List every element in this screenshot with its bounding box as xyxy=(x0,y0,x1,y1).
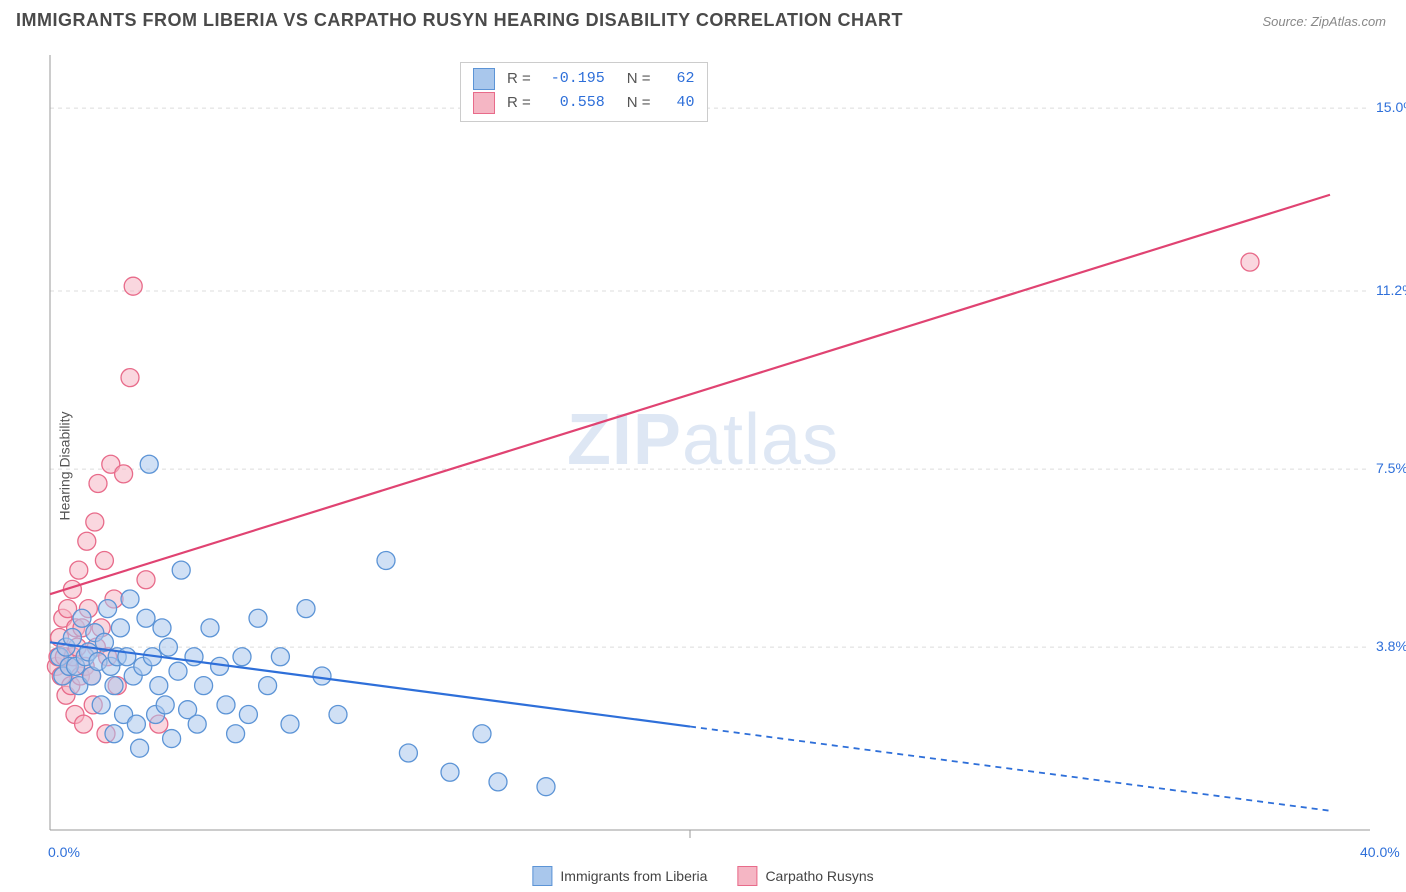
axis-tick-label: 15.0% xyxy=(1376,99,1406,115)
stats-row: R = -0.195 N = 62 xyxy=(473,67,695,91)
legend-swatch xyxy=(737,866,757,886)
legend-label: Immigrants from Liberia xyxy=(560,868,707,884)
axis-tick-label: 40.0% xyxy=(1360,844,1400,860)
legend-label: Carpatho Rusyns xyxy=(765,868,873,884)
y-axis-title: Hearing Disability xyxy=(56,412,72,521)
legend: Immigrants from Liberia Carpatho Rusyns xyxy=(532,866,873,886)
axis-tick-label: 3.8% xyxy=(1376,638,1406,654)
chart-header: IMMIGRANTS FROM LIBERIA VS CARPATHO RUSY… xyxy=(0,0,1406,31)
legend-item: Carpatho Rusyns xyxy=(737,866,873,886)
n-value: 40 xyxy=(659,91,695,115)
stats-row: R = 0.558 N = 40 xyxy=(473,91,695,115)
legend-swatch xyxy=(532,866,552,886)
r-value: -0.195 xyxy=(539,67,605,91)
axis-tick-label: 7.5% xyxy=(1376,460,1406,476)
correlation-stats-box: R = -0.195 N = 62 R = 0.558 N = 40 xyxy=(460,62,708,122)
n-label: N = xyxy=(627,67,651,91)
axis-tick-label: 0.0% xyxy=(48,844,80,860)
r-value: 0.558 xyxy=(539,91,605,115)
n-label: N = xyxy=(627,91,651,115)
chart-source: Source: ZipAtlas.com xyxy=(1262,14,1386,29)
legend-item: Immigrants from Liberia xyxy=(532,866,707,886)
series-swatch xyxy=(473,92,495,114)
axis-tick-label: 11.2% xyxy=(1376,282,1406,298)
scatter-plot-svg xyxy=(0,40,1406,892)
r-label: R = xyxy=(507,91,531,115)
n-value: 62 xyxy=(659,67,695,91)
series-swatch xyxy=(473,68,495,90)
r-label: R = xyxy=(507,67,531,91)
chart-area: ZIPatlas Hearing Disability R =-0.195N =… xyxy=(0,40,1406,892)
chart-title: IMMIGRANTS FROM LIBERIA VS CARPATHO RUSY… xyxy=(16,10,903,31)
